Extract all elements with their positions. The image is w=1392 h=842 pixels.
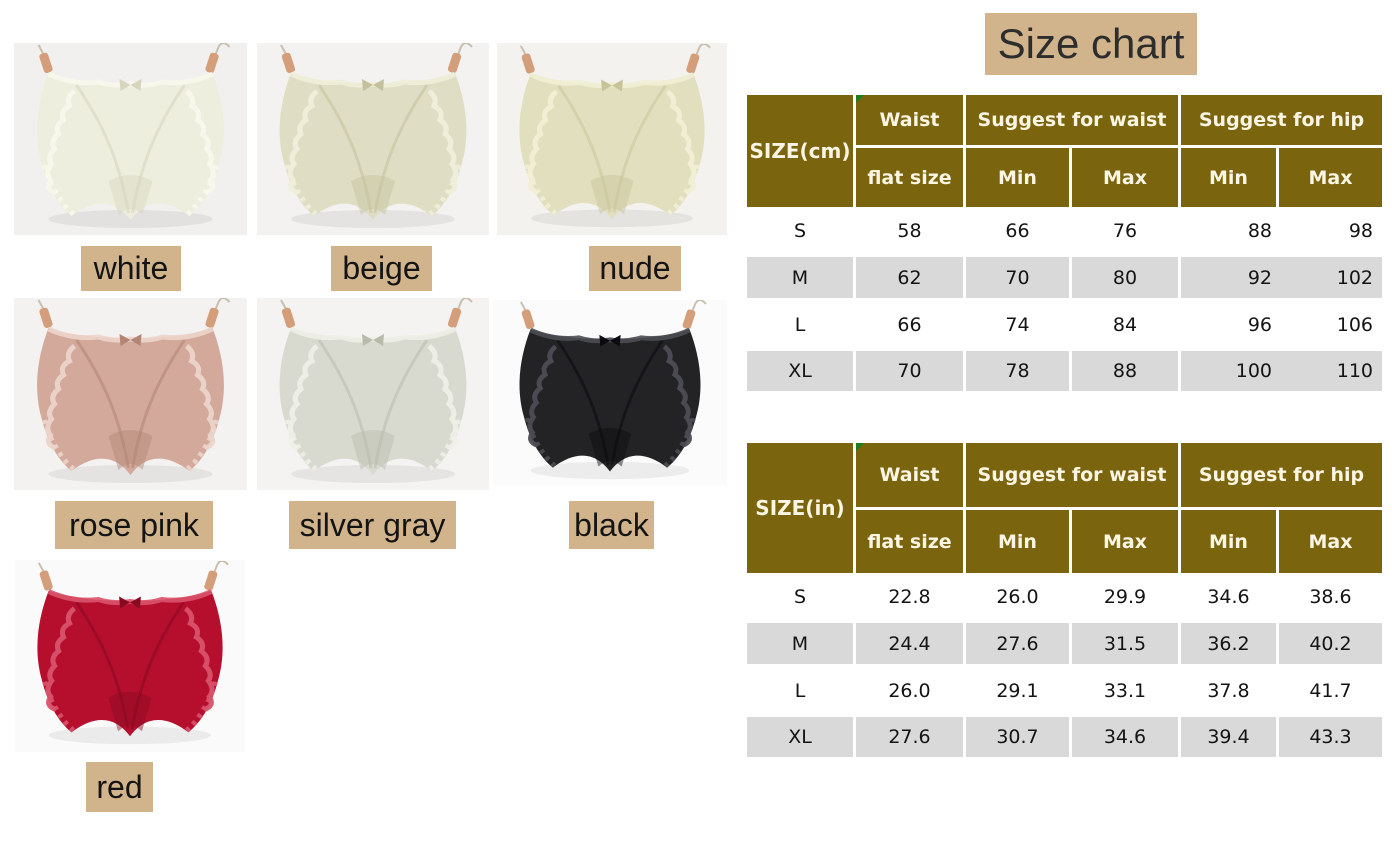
product-image-red (15, 560, 245, 752)
hip-values-cell: 96 106 (1181, 301, 1382, 348)
column-group-suggest-hip: Suggest for hip (1181, 443, 1382, 510)
value-cell: 34.6 (1072, 714, 1181, 760)
value-cell: 62 (856, 254, 966, 301)
value-cell: 36.2 (1181, 620, 1279, 667)
column-header-hip-max: Max (1279, 510, 1382, 573)
value-cell: 27.6 (966, 620, 1072, 667)
size-cell: XL (747, 348, 856, 394)
hip-values-cell: 92 102 (1181, 254, 1382, 301)
size-table-cm: SIZE(cm) Waist Suggest for waist Suggest… (747, 95, 1382, 394)
column-header-flat-size: flat size (856, 148, 966, 207)
column-header-flat-size: flat size (856, 510, 966, 573)
hip-max-value: 110 (1336, 360, 1373, 382)
hip-min-value: 92 (1247, 266, 1272, 289)
column-header-hip-min: Min (1181, 510, 1279, 573)
size-unit-header: SIZE(cm) (747, 95, 856, 207)
value-cell: 37.8 (1181, 667, 1279, 714)
panty-illustration (257, 298, 489, 490)
value-cell: 88 (1072, 348, 1181, 394)
page-title: Size chart (985, 13, 1197, 75)
size-table-in: SIZE(in) Waist Suggest for waist Suggest… (747, 443, 1382, 760)
panty-illustration (14, 43, 247, 235)
value-cell: 26.0 (966, 573, 1072, 620)
value-cell: 74 (966, 301, 1072, 348)
hip-values-cell: 100 110 (1181, 348, 1382, 394)
panty-illustration (14, 298, 247, 490)
value-cell: 33.1 (1072, 667, 1181, 714)
product-image-black (493, 300, 727, 486)
size-cell: M (747, 620, 856, 667)
size-cell: L (747, 667, 856, 714)
size-unit-header: SIZE(in) (747, 443, 856, 573)
value-cell: 41.7 (1279, 667, 1382, 714)
size-cell: L (747, 301, 856, 348)
color-label-black: black (569, 501, 654, 549)
value-cell: 30.7 (966, 714, 1072, 760)
value-cell: 26.0 (856, 667, 966, 714)
size-cell: XL (747, 714, 856, 760)
column-header-waist-max: Max (1072, 510, 1181, 573)
color-label-red: red (86, 762, 153, 812)
value-cell: 80 (1072, 254, 1181, 301)
value-cell: 58 (856, 207, 966, 254)
panty-illustration (497, 43, 727, 235)
value-cell: 70 (856, 348, 966, 394)
column-header-hip-min: Min (1181, 148, 1279, 207)
color-label-nude: nude (589, 246, 681, 291)
color-label-beige: beige (331, 246, 432, 291)
size-cell: S (747, 573, 856, 620)
column-header-hip-max: Max (1279, 148, 1382, 207)
color-label-rose-pink: rose pink (55, 501, 213, 549)
value-cell: 29.1 (966, 667, 1072, 714)
product-image-white (14, 43, 247, 235)
hip-min-value: 96 (1247, 313, 1272, 336)
value-cell: 29.9 (1072, 573, 1181, 620)
value-cell: 38.6 (1279, 573, 1382, 620)
color-label-white: white (81, 246, 181, 291)
size-cell: M (747, 254, 856, 301)
value-cell: 66 (966, 207, 1072, 254)
value-cell: 24.4 (856, 620, 966, 667)
hip-values-cell: 88 98 (1181, 207, 1382, 254)
column-header-waist-min: Min (966, 148, 1072, 207)
column-group-waist: Waist (856, 443, 966, 510)
size-cell: S (747, 207, 856, 254)
value-cell: 70 (966, 254, 1072, 301)
hip-min-value: 100 (1235, 360, 1272, 382)
panty-illustration (493, 300, 727, 486)
color-label-silver-gray: silver gray (289, 501, 456, 549)
value-cell: 34.6 (1181, 573, 1279, 620)
value-cell: 22.8 (856, 573, 966, 620)
hip-max-value: 98 (1348, 219, 1373, 242)
value-cell: 43.3 (1279, 714, 1382, 760)
product-image-rose-pink (14, 298, 247, 490)
product-image-beige (257, 43, 489, 235)
column-header-waist-max: Max (1072, 148, 1181, 207)
value-cell: 40.2 (1279, 620, 1382, 667)
value-cell: 66 (856, 301, 966, 348)
hip-max-value: 102 (1336, 266, 1373, 289)
value-cell: 31.5 (1072, 620, 1181, 667)
value-cell: 84 (1072, 301, 1181, 348)
column-group-suggest-waist: Suggest for waist (966, 443, 1181, 510)
column-group-suggest-hip: Suggest for hip (1181, 95, 1382, 148)
product-image-nude (497, 43, 727, 235)
hip-max-value: 106 (1336, 313, 1373, 336)
column-header-waist-min: Min (966, 510, 1072, 573)
product-image-silver-gray (257, 298, 489, 490)
value-cell: 39.4 (1181, 714, 1279, 760)
column-group-suggest-waist: Suggest for waist (966, 95, 1181, 148)
hip-min-value: 88 (1247, 219, 1272, 242)
value-cell: 27.6 (856, 714, 966, 760)
value-cell: 76 (1072, 207, 1181, 254)
value-cell: 78 (966, 348, 1072, 394)
panty-illustration (257, 43, 489, 235)
column-group-waist: Waist (856, 95, 966, 148)
panty-illustration (15, 560, 245, 752)
